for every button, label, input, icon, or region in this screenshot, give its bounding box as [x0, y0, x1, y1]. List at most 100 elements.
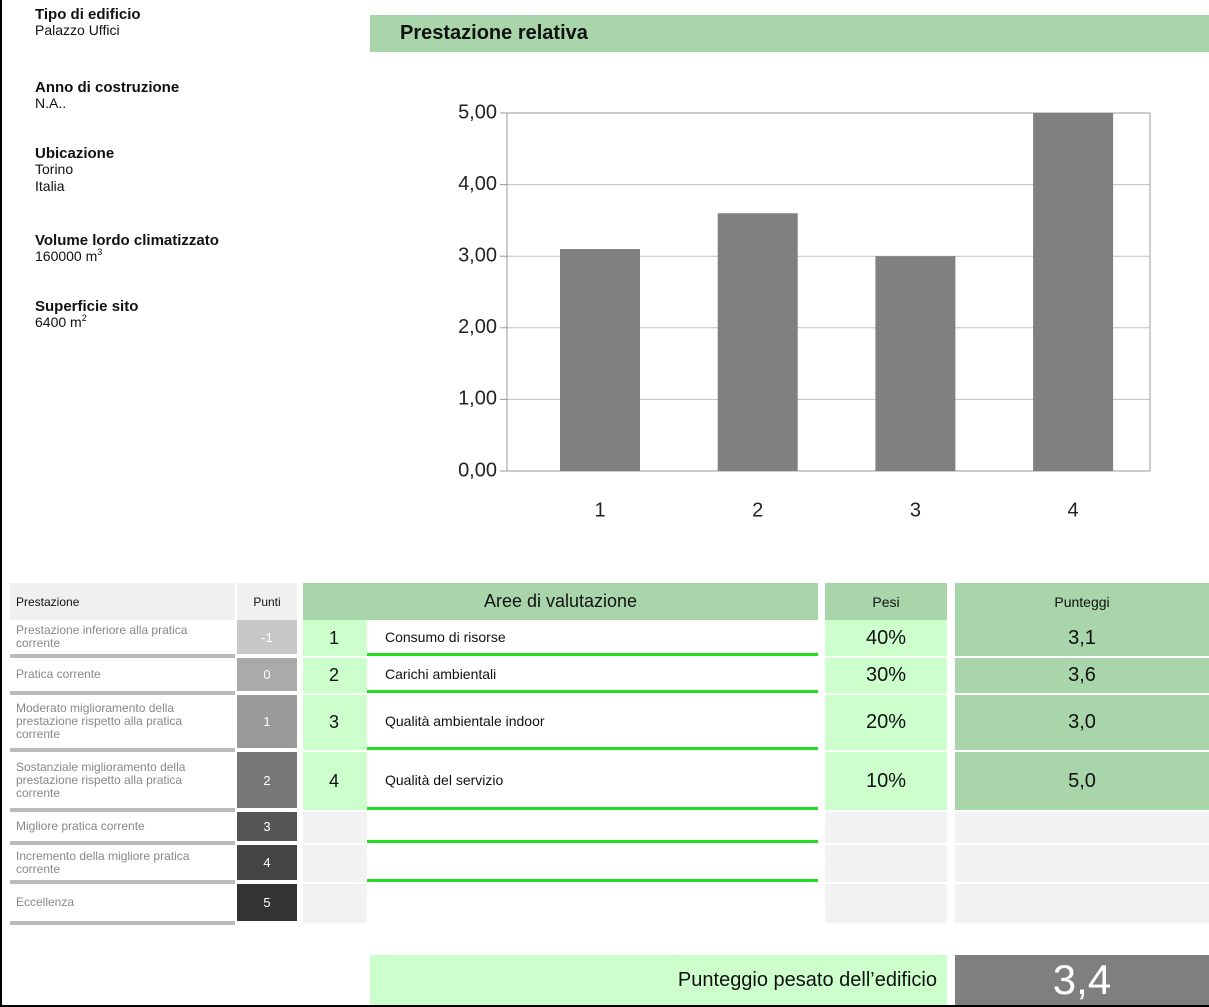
x-tick-label: 1 — [594, 499, 605, 521]
info-value-text: Palazzo Uffici — [35, 22, 120, 38]
area-weight: 10% — [825, 752, 947, 810]
scale-label-text: Incremento della migliore pratica corren… — [16, 848, 190, 876]
area-name-text: Carichi ambientali — [385, 666, 497, 682]
scale-label-text: Pratica corrente — [16, 667, 101, 681]
bar — [560, 249, 640, 471]
info-value-text: 6400 m — [35, 314, 82, 330]
area-num-text: 2 — [329, 665, 340, 685]
y-tick-label: 2,00 — [458, 316, 497, 338]
area-name — [367, 845, 818, 882]
total-value: 3,4 — [955, 955, 1209, 1005]
area-num: 1 — [303, 620, 367, 656]
areas-header-text: Punteggi — [1054, 593, 1110, 610]
x-tick-label: 3 — [910, 499, 921, 521]
info-value: Palazzo Uffici — [35, 22, 120, 39]
bar — [717, 213, 798, 472]
chart: 0,00 1,00 2,00 3,00 4,00 5,00 1 2 3 4 — [458, 101, 1151, 521]
scale-header-text: Punti — [253, 595, 281, 609]
info-value: 160000 m3 — [35, 248, 102, 265]
scale-header — [237, 583, 297, 620]
x-tick-label: 4 — [1068, 499, 1079, 521]
area-weight: 40% — [825, 620, 947, 656]
scale-points: 3 — [237, 812, 297, 841]
info-value: N.A.. — [35, 95, 66, 112]
areas-header: Aree di valutazione — [303, 583, 818, 620]
area-num: 2 — [303, 658, 367, 693]
plot-frame — [506, 112, 1151, 472]
scale-header — [10, 583, 235, 620]
scale-label: Sostanziale miglioramento della prestazi… — [10, 752, 235, 812]
area-num-text: 1 — [329, 627, 340, 648]
scale-label-text: Sostanziale miglioramento della prestazi… — [16, 759, 186, 800]
area-score — [955, 884, 1209, 923]
scale-points-text: -1 — [261, 629, 273, 645]
area-num — [303, 812, 367, 843]
area-score — [955, 812, 1209, 843]
area-score: 3,1 — [955, 620, 1209, 656]
y-tick-label: 4,00 — [458, 173, 497, 195]
area-score — [955, 845, 1209, 882]
total-value-text: 3,4 — [1052, 956, 1112, 1003]
area-num-text: 3 — [329, 712, 340, 732]
scale-points: -1 — [237, 620, 297, 654]
info-value-text: Torino — [35, 161, 74, 177]
scale-header-text: Prestazione — [16, 595, 80, 609]
y-tick-label: 5,00 — [458, 101, 497, 123]
chart-header: Prestazione relativa — [370, 15, 1209, 52]
scale-points: 4 — [237, 845, 297, 880]
area-score-text: 3,6 — [1068, 664, 1096, 686]
scale-points: 0 — [237, 658, 297, 691]
area-score-text: 5,0 — [1068, 769, 1096, 792]
area-name: Carichi ambientali — [367, 658, 818, 693]
info-value: 6400 m2 — [35, 314, 87, 331]
info-label: Superficie sito — [35, 298, 139, 315]
area-weight — [825, 884, 947, 923]
info-label: Ubicazione — [35, 145, 115, 162]
y-tick-label: 3,00 — [458, 244, 497, 266]
area-score: 3,6 — [955, 658, 1209, 693]
areas-header-text: Aree di valutazione — [483, 591, 638, 611]
area-num: 3 — [303, 695, 367, 750]
x-tick-label: 2 — [752, 499, 763, 521]
info-value-text: N.A.. — [35, 95, 67, 111]
areas-header: Punteggi — [955, 583, 1209, 620]
y-tick-label: 1,00 — [458, 388, 497, 410]
area-weight: 30% — [825, 658, 947, 693]
area-name-text: Qualità ambientale indoor — [385, 713, 545, 729]
info-label: Volume lordo climatizzato — [35, 232, 219, 249]
scale-points: 2 — [237, 752, 297, 808]
areas-header: Pesi — [825, 583, 947, 620]
y-tick-label: 0,00 — [458, 459, 497, 481]
area-score-text: 3,0 — [1068, 711, 1096, 733]
area-weight — [825, 845, 947, 882]
total-label-text: Punteggio pesato dell’edificio — [677, 968, 937, 991]
scale-label-text: Prestazione inferiore alla pratica corre… — [16, 623, 188, 650]
info-label: Anno di costruzione — [35, 79, 180, 96]
info-label: Tipo di edificio — [35, 6, 141, 23]
info-value: Torino Italia — [35, 161, 73, 195]
area-name-text: Consumo di risorse — [385, 628, 506, 645]
scale-label: Incremento della migliore pratica corren… — [10, 845, 235, 884]
scale-points-text: 3 — [263, 819, 271, 834]
scale-points: 5 — [237, 884, 297, 921]
scale-label-text: Eccellenza — [16, 895, 75, 909]
area-num — [303, 845, 367, 882]
area-name — [367, 812, 818, 843]
scale-label: Migliore pratica corrente — [10, 812, 235, 845]
area-weight-text: 30% — [865, 664, 907, 686]
scale-label: Eccellenza — [10, 884, 235, 925]
scale-points-text: 2 — [263, 772, 271, 788]
scale-points-text: 0 — [263, 667, 271, 682]
total-label: Punteggio pesato dell’edificio — [370, 955, 947, 1005]
info-value-text: 160000 m — [35, 248, 98, 264]
area-weight — [825, 812, 947, 843]
area-num — [303, 884, 367, 923]
scale-label-text: Migliore pratica corrente — [16, 819, 145, 833]
area-num: 4 — [303, 752, 367, 810]
info-sup: 3 — [97, 247, 103, 257]
area-weight: 20% — [825, 695, 947, 750]
area-weight-text: 40% — [865, 626, 907, 649]
scale-label-text: Moderato miglioramento della prestazione… — [16, 701, 183, 741]
